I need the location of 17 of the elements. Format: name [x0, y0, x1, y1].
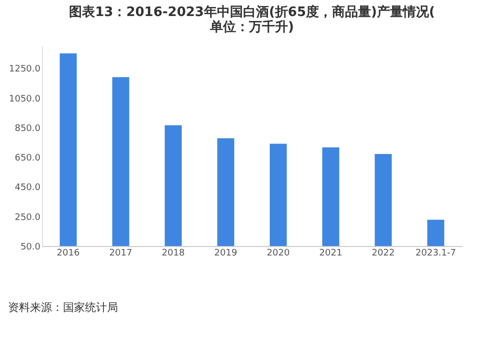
y-tick-label: 50.0	[20, 242, 41, 252]
x-tick-label: 2022	[372, 248, 395, 258]
y-tick-label: 250.0	[14, 212, 41, 223]
x-tick-label: 2018	[162, 248, 185, 258]
x-tick-label: 2021	[319, 248, 342, 258]
x-tick-label: 2016	[56, 248, 80, 258]
chart-title: 图表13：2016-2023年中国白酒(折65度，商品量)产量情况(单位：万千升)	[69, 4, 435, 35]
y-tick-label: 1050.0	[9, 94, 41, 104]
y-tick-label: 450.0	[14, 183, 41, 194]
x-tick-label: 2019	[214, 248, 238, 258]
x-tick-label: 2023.1-7	[416, 248, 456, 258]
x-tick-label: 2020	[266, 248, 290, 258]
text: 资料来源：国家统计局	[8, 300, 118, 315]
y-tick-label: 650.0	[14, 154, 41, 164]
x-tick-label: 2017	[109, 248, 132, 258]
y-tick-label: 850.0	[14, 124, 41, 134]
y-tick-label: 1250.0	[9, 64, 41, 75]
